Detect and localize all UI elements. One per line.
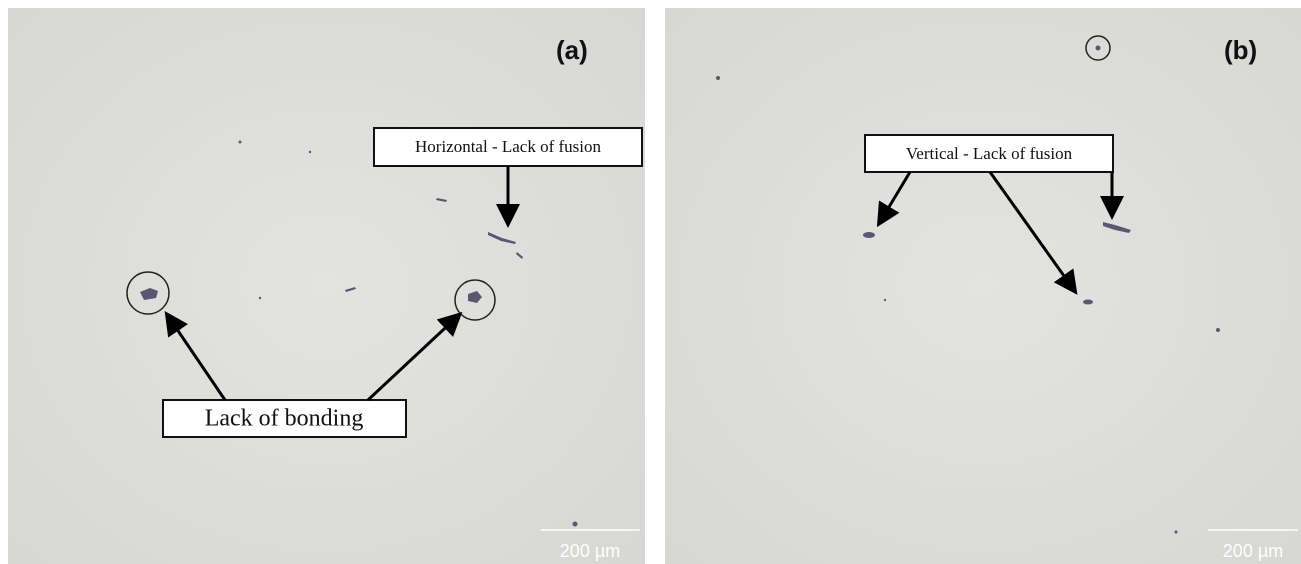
annotation: Lack of bonding <box>205 406 364 432</box>
micrograph <box>665 8 1301 564</box>
scale-label: 200 µm <box>1223 541 1283 561</box>
figure: (a) Horizontal - Lack of fusion Lack of … <box>0 0 1301 564</box>
annotation: Vertical - Lack of fusion <box>906 144 1073 163</box>
panel-b: (b) Vertical - Lack of fusion 200 µm <box>665 8 1301 564</box>
micrograph <box>8 8 645 564</box>
panel-label: (a) <box>556 35 588 65</box>
annotation: Horizontal - Lack of fusion <box>415 137 601 156</box>
panel-label: (b) <box>1224 35 1257 65</box>
panel-a: (a) Horizontal - Lack of fusion Lack of … <box>8 8 645 564</box>
scale-label: 200 µm <box>560 541 620 561</box>
